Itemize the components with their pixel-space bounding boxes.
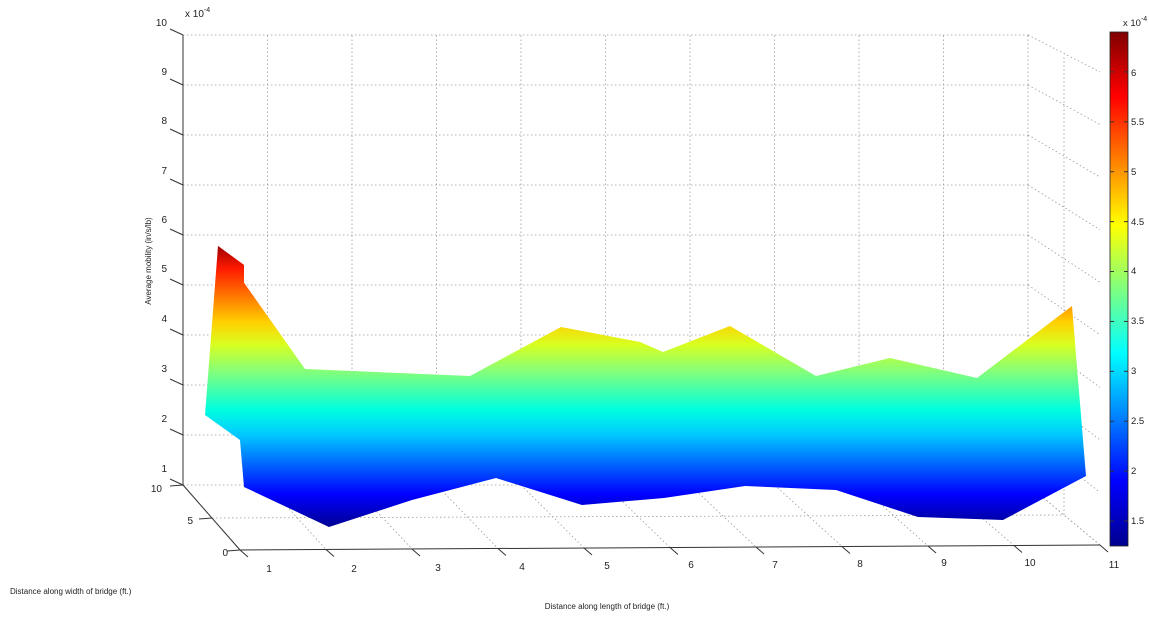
x-tick-mark [927, 545, 937, 554]
grid-line [267, 484, 327, 550]
x-tick-mark [497, 548, 507, 556]
colorbar-exponent-power: -4 [1141, 16, 1147, 23]
colorbar-label: 5.5 [1131, 117, 1144, 128]
x-tick-mark [325, 549, 335, 557]
z-tick-mark [169, 78, 184, 86]
z-exponent-power: -4 [204, 7, 210, 14]
x-axis-label: Distance along length of bridge (ft.) [545, 602, 670, 611]
x-tick-mark [669, 547, 679, 555]
axes [169, 28, 1109, 558]
x-tick-label: 11 [1109, 560, 1120, 571]
y-axis-label: Distance along width of bridge (ft.) [10, 587, 132, 596]
x-tick-label: 6 [688, 560, 694, 571]
z-tick-mark [169, 28, 184, 36]
z-tick-label: 6 [161, 215, 167, 226]
x-tick-label: 7 [772, 560, 778, 571]
x-tick-label: 1 [266, 564, 272, 575]
z-tick-label: 3 [161, 364, 167, 375]
grid-line [351, 484, 413, 550]
x-axis-ticks: 1 2 3 4 5 6 7 8 9 10 11 [266, 558, 1119, 575]
z-tick-mark [169, 478, 184, 486]
colorbar-label: 6 [1131, 68, 1136, 79]
colorbar-exponent-base: x 10 [1123, 18, 1141, 29]
z-tick-mark [169, 178, 184, 186]
surface-left-wall [205, 246, 244, 487]
x-tick-mark [583, 547, 593, 556]
z-tick-label: 7 [161, 166, 167, 177]
y-tick-label: 0 [222, 548, 228, 559]
z-tick-label: 1 [161, 464, 167, 475]
x-tick-label: 9 [941, 558, 947, 569]
x-tick-label: 5 [604, 561, 610, 572]
colorbar-label: 2 [1131, 466, 1136, 477]
z-tick-label: 10 [156, 18, 168, 29]
z-tick-label: 5 [161, 264, 167, 275]
grid-line [605, 484, 671, 548]
grid-line [774, 484, 843, 547]
colorbar-gradient [1109, 31, 1129, 547]
grid-line [1027, 284, 1101, 336]
x-tick-mark [1013, 545, 1023, 553]
x-tick-label: 4 [519, 562, 525, 573]
grid-line [1027, 84, 1101, 125]
colorbar-label: 3 [1131, 366, 1136, 377]
z-axis-label: Average mobility (in/s/lb) [144, 217, 153, 305]
z-tick-mark [169, 128, 184, 136]
z-tick-mark [169, 278, 184, 286]
grid-line [858, 484, 929, 547]
x-tick-mark [755, 546, 765, 555]
y-tick-label: 10 [151, 484, 163, 495]
z-axis-ticks: 1 2 3 4 5 6 7 8 9 10 x 10-4 [156, 7, 210, 475]
x-tick-mark [1099, 544, 1109, 553]
grid-line [436, 484, 499, 549]
y-tick-mark [169, 484, 184, 487]
colorbar-label: 2.5 [1131, 416, 1144, 427]
x-tick-mark [411, 548, 421, 557]
colorbar-ticks [1110, 71, 1128, 522]
x-tick-label: 8 [857, 559, 863, 570]
y-axis-line [182, 484, 241, 551]
z-tick-label: 8 [161, 116, 167, 127]
x-tick-mark [239, 549, 249, 558]
grid-line [689, 484, 757, 548]
z-tick-label: 4 [161, 314, 167, 325]
grid-line [1027, 34, 1101, 73]
x-tick-label: 2 [351, 564, 357, 575]
x-tick-label: 3 [435, 563, 441, 574]
y-tick-label: 5 [187, 516, 193, 527]
z-tick-mark [169, 428, 184, 436]
grid-line [943, 484, 1015, 546]
z-tick-mark [169, 328, 184, 336]
y-axis-ticks: 0 5 10 [151, 484, 229, 559]
y-tick-mark [198, 517, 213, 520]
z-exponent-label: x 10-4 [185, 7, 210, 20]
z-tick-label: 2 [161, 414, 167, 425]
x-tick-mark [841, 546, 851, 554]
z-tick-mark [169, 378, 184, 386]
z-tick-label: 9 [161, 67, 167, 78]
x-tick-label: 10 [1024, 558, 1036, 569]
surface-body [218, 246, 1086, 527]
colorbar-exponent-label: x 10-4 [1123, 16, 1147, 29]
colorbar-label: 1.5 [1131, 516, 1144, 527]
colorbar: 1.5 2 2.5 3 3.5 4 4.5 5 5.5 6 x 10-4 [1109, 16, 1147, 547]
colorbar-label: 5 [1131, 167, 1136, 178]
y-tick-mark [226, 549, 241, 552]
colorbar-label: 3.5 [1131, 316, 1144, 327]
colorbar-label: 4.5 [1131, 217, 1144, 228]
surface-plot [205, 246, 1086, 527]
z-exponent-base: x 10 [185, 9, 204, 20]
z-tick-mark [169, 228, 184, 236]
grid-line [1027, 434, 1101, 493]
colorbar-label: 4 [1131, 266, 1136, 277]
